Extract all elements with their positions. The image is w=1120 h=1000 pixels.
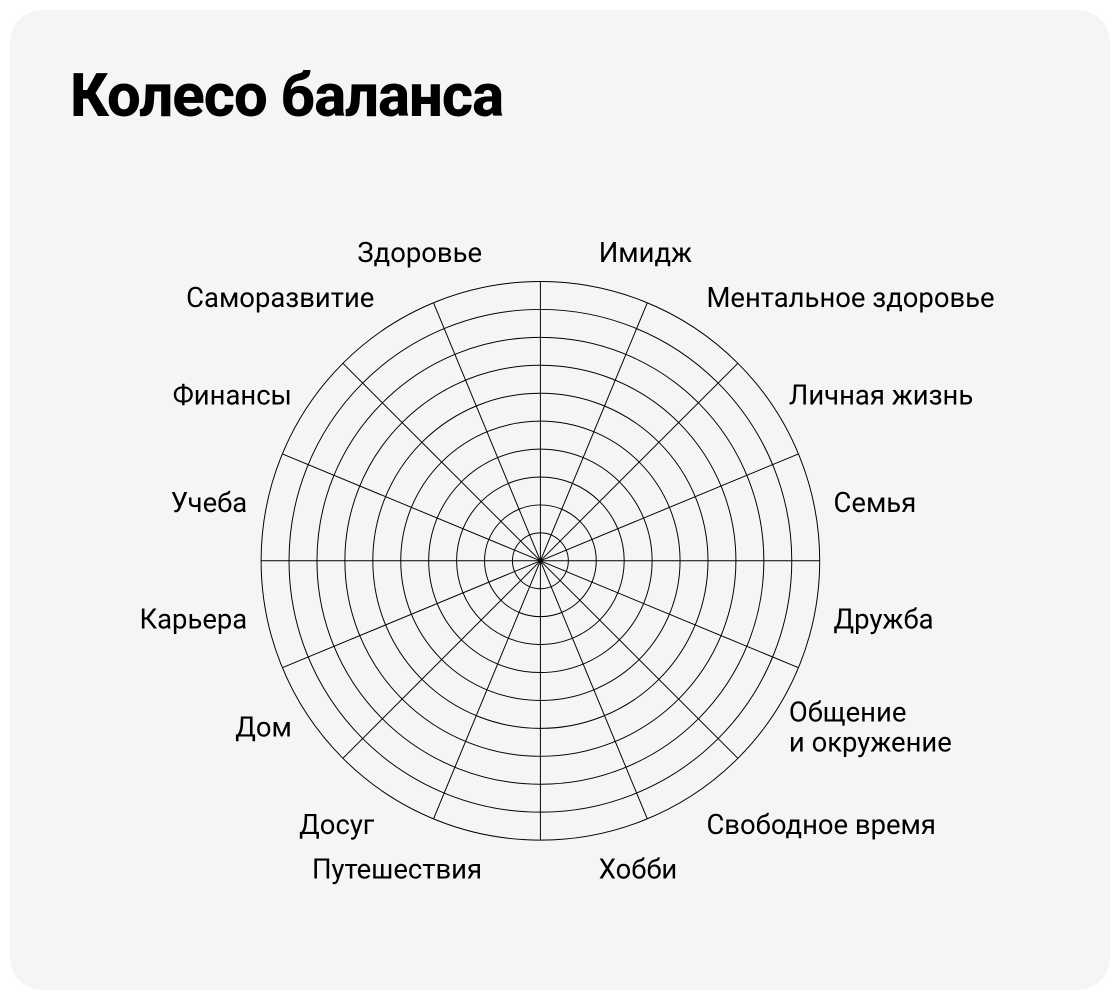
- sector-label: Общениеи окружение: [789, 696, 952, 758]
- spoke: [540, 363, 737, 560]
- spoke: [434, 561, 541, 819]
- sector-label: Финансы: [173, 379, 292, 411]
- balance-wheel-chart: Имидж Ментальное здоровье Личная жизнь Семь…: [70, 161, 1050, 941]
- spoke: [540, 561, 798, 668]
- sector-label: Личная жизнь: [789, 379, 973, 411]
- sector-label: Ментальное здоровье: [706, 282, 994, 314]
- card: Колесо баланса Имидж Ментальное здоровье Л…: [10, 10, 1110, 990]
- sector-label: Учеба: [171, 487, 248, 519]
- chart-container: Имидж Ментальное здоровье Личная жизнь Семь…: [70, 161, 1050, 941]
- spoke: [343, 363, 540, 560]
- page-title: Колесо баланса: [70, 60, 1050, 131]
- spoke: [282, 454, 540, 561]
- sector-label: Саморазвитие: [186, 282, 374, 314]
- spoke: [434, 303, 541, 561]
- sector-label: Карьера: [139, 604, 247, 636]
- sector-label: Дом: [235, 711, 292, 743]
- sector-label: Имидж: [599, 237, 692, 269]
- sector-label: Семья: [834, 487, 917, 519]
- spoke: [540, 454, 798, 561]
- sector-label: Здоровье: [357, 237, 482, 269]
- spoke: [343, 561, 540, 758]
- spoke: [540, 561, 737, 758]
- sector-label: Свободное время: [706, 809, 935, 841]
- sector-label: Путешествия: [312, 854, 482, 886]
- spoke: [540, 303, 647, 561]
- sector-label: Дружба: [834, 604, 934, 636]
- sector-label: Досуг: [299, 809, 375, 841]
- spoke: [540, 561, 647, 819]
- spoke: [282, 561, 540, 668]
- sector-label: Хобби: [599, 854, 678, 886]
